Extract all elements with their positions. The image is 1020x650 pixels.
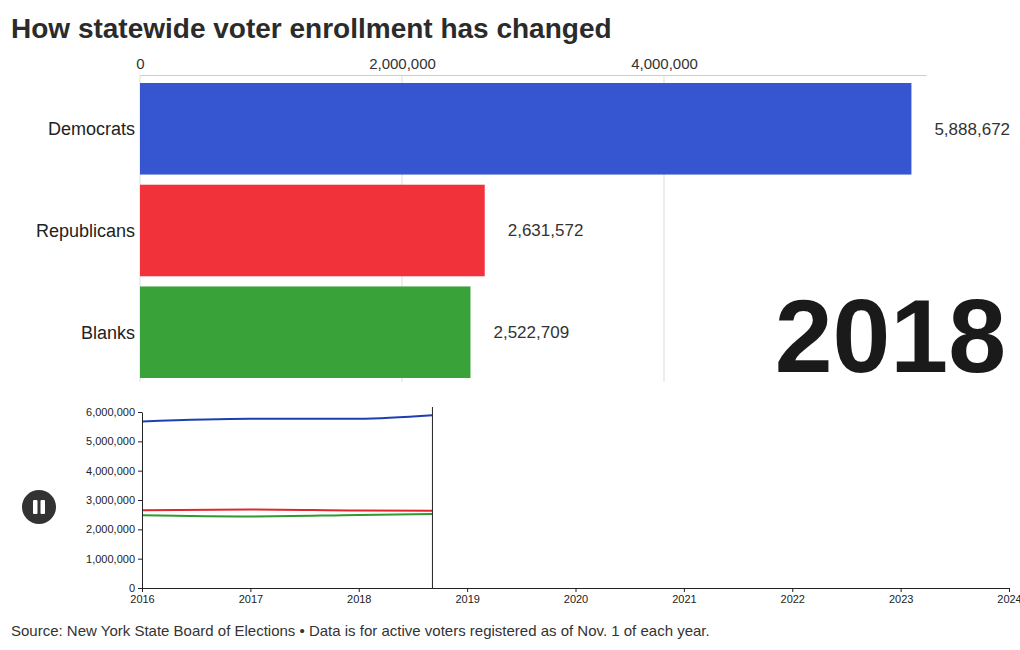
tick-mark xyxy=(138,588,142,589)
tick-label: 3,000,000 xyxy=(86,494,135,506)
bar xyxy=(140,185,485,277)
tick-mark xyxy=(138,559,142,560)
tick-mark xyxy=(250,588,251,592)
tick: 2017 xyxy=(239,588,263,605)
tick-mark xyxy=(138,412,142,413)
tick-mark xyxy=(467,588,468,592)
tick-label: 2018 xyxy=(347,593,371,605)
tick: 1,000,000 xyxy=(86,553,142,565)
tick-label: 2021 xyxy=(672,593,696,605)
tick-mark xyxy=(576,588,577,592)
tick-label: 5,000,000 xyxy=(86,435,135,447)
tick-mark xyxy=(901,588,902,592)
tick-mark xyxy=(138,529,142,530)
line xyxy=(142,509,432,510)
tick-label: 1,000,000 xyxy=(86,553,135,565)
tick-label: 2022 xyxy=(781,593,805,605)
time-cursor xyxy=(432,407,433,588)
category-labels: Democrats Republicans Blanks xyxy=(36,119,135,342)
pause-button-bg[interactable] xyxy=(22,490,56,524)
data-label: 2,631,572 xyxy=(508,221,584,240)
bar xyxy=(140,286,470,378)
tick: 2022 xyxy=(781,588,805,605)
tick-label: 6,000,000 xyxy=(86,406,135,418)
tick: 2023 xyxy=(889,588,913,605)
axis-line xyxy=(141,75,927,76)
category-label: Republicans xyxy=(36,221,135,241)
line xyxy=(142,514,432,516)
tick: 2019 xyxy=(455,588,479,605)
tick-mark xyxy=(792,588,793,592)
chart-title: How statewide voter enrollment has chang… xyxy=(11,13,612,44)
tick: 3,000,000 xyxy=(86,494,142,506)
tick: 2018 xyxy=(347,588,371,605)
tick: 5,000,000 xyxy=(86,435,142,447)
tick: 4,000,000 xyxy=(631,55,698,75)
tick: 2021 xyxy=(672,588,696,605)
tick-label: 0 xyxy=(136,55,144,72)
x-axis: 2016 2017 2018 2019 2020 2021 2022 2023 2024 xyxy=(130,588,1020,605)
pause-icon-bar[interactable] xyxy=(41,500,46,514)
tick-label: 2016 xyxy=(130,593,154,605)
x-axis: 0 2,000,000 4,000,000 xyxy=(136,55,926,76)
tick: 4,000,000 xyxy=(86,465,142,477)
tick-label: 2,000,000 xyxy=(369,55,436,72)
tick: 6,000,000 xyxy=(86,406,142,418)
tick-label: 2023 xyxy=(889,593,913,605)
tick-label: 2020 xyxy=(564,593,588,605)
data-label: 2,522,709 xyxy=(493,323,569,342)
data-label: 5,888,672 xyxy=(934,120,1010,139)
tick: 2,000,000 xyxy=(369,55,436,75)
category-label: Democrats xyxy=(48,119,135,139)
tick-mark xyxy=(138,471,142,472)
tick-label: 2017 xyxy=(239,593,263,605)
tick: 2020 xyxy=(564,588,588,605)
tick: 2016 xyxy=(130,588,154,605)
tick-label: 2019 xyxy=(455,593,479,605)
pause-icon-bar[interactable] xyxy=(33,500,38,514)
line xyxy=(142,415,432,421)
tick-mark xyxy=(1009,588,1010,592)
axis-line xyxy=(142,413,143,589)
y-axis: 01,000,0002,000,0003,000,0004,000,0005,0… xyxy=(86,406,142,594)
annotation: 2018 xyxy=(775,278,1006,394)
bar xyxy=(140,83,911,175)
tick-label: 4,000,000 xyxy=(86,465,135,477)
tick-label: 4,000,000 xyxy=(631,55,698,72)
tick-mark xyxy=(142,588,143,592)
lines xyxy=(142,415,432,516)
tick-mark xyxy=(684,588,685,592)
tick: 2024 xyxy=(997,588,1020,605)
tick: 2,000,000 xyxy=(86,523,142,535)
tick-label: 2,000,000 xyxy=(86,523,135,535)
tick-label: 2024 xyxy=(997,593,1020,605)
category-label: Blanks xyxy=(81,323,135,343)
tick-mark xyxy=(138,441,142,442)
tick-mark xyxy=(138,500,142,501)
pause-button[interactable] xyxy=(22,490,56,524)
source-note: Source: New York State Board of Election… xyxy=(11,622,710,639)
tick-mark xyxy=(359,588,360,592)
chart-root: How statewide voter enrollment has chang… xyxy=(0,0,1020,650)
tick: 0 xyxy=(136,55,144,75)
